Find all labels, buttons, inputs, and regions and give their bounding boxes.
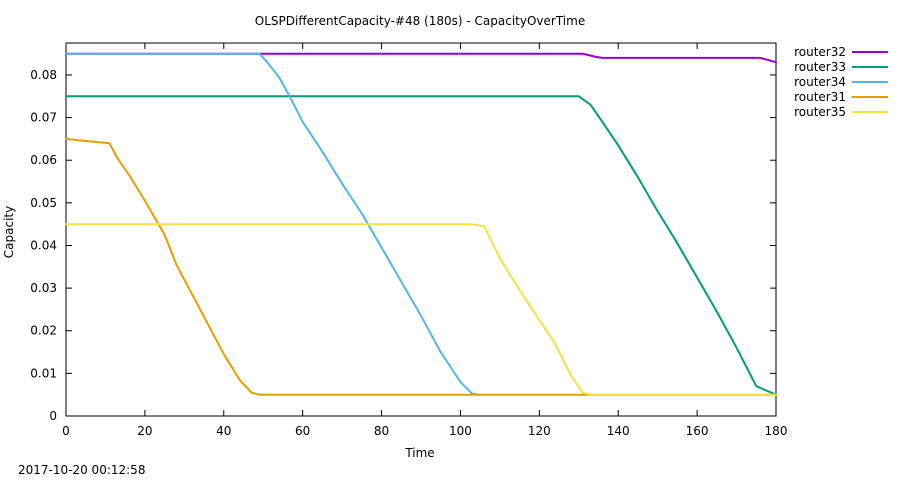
x-tick-label: 0 (62, 424, 70, 438)
timestamp-label: 2017-10-20 00:12:58 (18, 463, 145, 477)
x-tick-label: 20 (137, 424, 152, 438)
x-tick-label: 140 (607, 424, 630, 438)
x-tick-label: 80 (374, 424, 389, 438)
series-line-router35 (65, 223, 777, 396)
series-line-router34 (65, 52, 482, 396)
legend-label-router31: router31 (794, 90, 846, 104)
x-tick-label: 180 (765, 424, 788, 438)
y-tick-label: 0.07 (30, 111, 57, 125)
y-tick-label: 0.03 (30, 281, 57, 295)
legend-label-router34: router34 (794, 75, 846, 89)
x-tick-label: 60 (295, 424, 310, 438)
series-line-router31 (65, 137, 777, 396)
chart-title: OLSPDifferentCapacity-#48 (180s) - Capac… (255, 14, 585, 28)
y-tick-label: 0.08 (30, 68, 57, 82)
y-tick-label: 0.05 (30, 196, 57, 210)
x-axis-label: Time (404, 446, 434, 460)
series-line-router32 (65, 52, 777, 64)
y-tick-label: 0.01 (30, 366, 57, 380)
x-tick-label: 120 (528, 424, 551, 438)
y-tick-label: 0.04 (30, 238, 57, 252)
legend-label-router35: router35 (794, 105, 846, 119)
plot-frame (65, 42, 777, 417)
x-tick-label: 160 (686, 424, 709, 438)
legend-label-router33: router33 (794, 60, 846, 74)
y-tick-label: 0.02 (30, 324, 57, 338)
x-tick-label: 40 (216, 424, 231, 438)
y-tick-label: 0 (49, 409, 57, 423)
legend-label-router32: router32 (794, 45, 846, 59)
x-tick-label: 100 (449, 424, 472, 438)
series-line-router33 (65, 95, 777, 396)
y-axis-label: Capacity (2, 206, 16, 258)
plot-layer: 0 20 40 60 80 100 120 140 160 180 0 0.01 0.02 0.03 0.0… (30, 42, 788, 438)
y-tick-label: 0.06 (30, 153, 57, 167)
